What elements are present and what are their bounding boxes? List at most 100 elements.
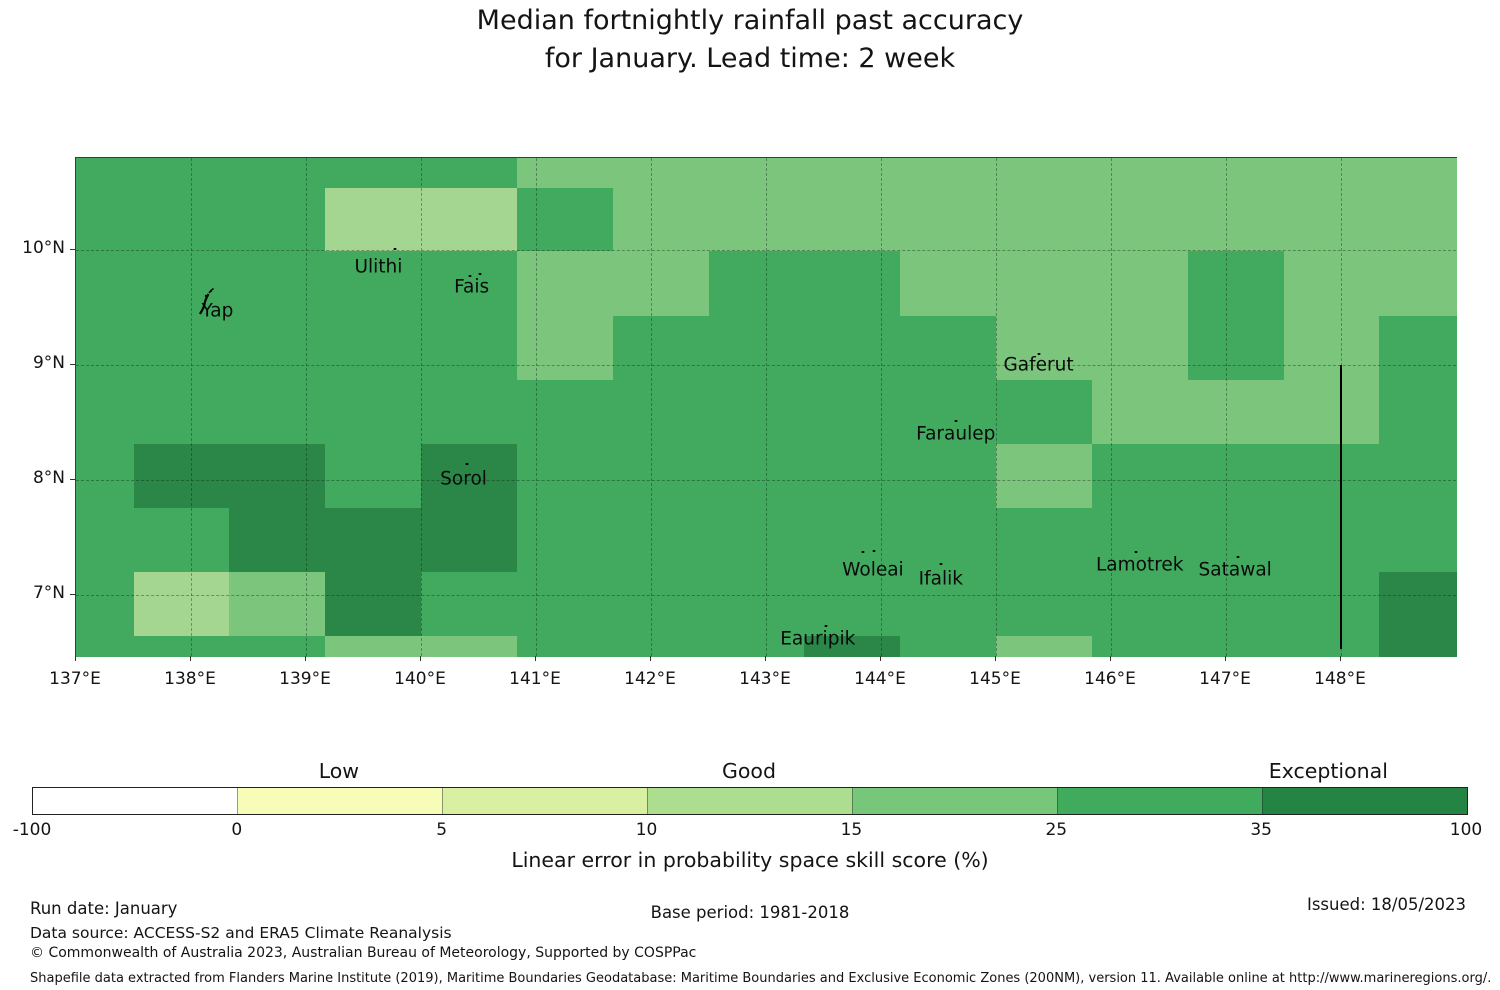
grid-cell [1187, 158, 1285, 189]
longitude-gridline [1226, 158, 1227, 656]
run-date-text: Run date: January [30, 899, 178, 918]
colorbar-segment [852, 788, 1057, 814]
island-label-ifalik: Ifalik [918, 568, 963, 590]
island-label-gaferut: Gaferut [1003, 354, 1074, 376]
grid-cell [804, 636, 901, 657]
grid-cell [804, 315, 901, 381]
x-tick-mark [75, 656, 76, 661]
grid-cell [1091, 636, 1189, 657]
x-tick-mark [1340, 656, 1341, 661]
x-tick-label: 147°E [1199, 669, 1251, 689]
island-label-woleai: Woleai [842, 559, 904, 581]
grid-cell [612, 251, 710, 317]
grid-cell [76, 636, 135, 657]
colorbar-tick-label: 35 [1250, 820, 1272, 840]
x-tick-label: 144°E [854, 669, 906, 689]
grid-cell [612, 507, 710, 573]
y-tick-label: 7°N [32, 583, 65, 604]
grid-cell [76, 444, 135, 509]
grid-cell [229, 187, 326, 252]
shapefile-attribution-text: Shapefile data extracted from Flanders M… [30, 971, 1492, 986]
grid-cell [708, 187, 805, 252]
grid-cell [804, 379, 901, 446]
colorbar-segment [237, 788, 442, 814]
grid-cell [708, 572, 805, 638]
x-tick-mark [1110, 656, 1111, 661]
grid-cell [1187, 636, 1285, 657]
x-tick-mark [305, 656, 306, 661]
island-dot [468, 275, 472, 278]
island-dot [465, 462, 469, 465]
grid-cell [133, 572, 230, 638]
grid-cell [76, 379, 135, 446]
x-tick-mark [765, 656, 766, 661]
grid-cell [76, 507, 135, 573]
grid-cell [229, 315, 326, 381]
latitude-gridline [76, 250, 1456, 251]
x-tick-label: 139°E [279, 669, 331, 689]
longitude-gridline [651, 158, 652, 656]
colorbar [32, 787, 1468, 815]
island-dot [1236, 556, 1239, 559]
grid-cell [1091, 158, 1189, 189]
grid-cell [1091, 572, 1189, 638]
island-dot [1134, 551, 1138, 554]
latitude-gridline [76, 480, 1456, 482]
island-dot [478, 273, 482, 276]
x-tick-label: 138°E [164, 669, 216, 689]
grid-cell [516, 444, 614, 509]
grid-cell [708, 315, 805, 381]
grid-cell [708, 158, 805, 189]
y-tick-mark [70, 249, 75, 250]
grid-cell [1187, 315, 1285, 381]
x-tick-mark [880, 656, 881, 661]
colorbar-tick-label: 25 [1045, 820, 1068, 840]
grid-cell [1187, 572, 1285, 638]
y-tick-mark [70, 594, 75, 596]
grid-cell [900, 507, 997, 573]
grid-cell [325, 187, 422, 252]
grid-cell [900, 315, 997, 381]
grid-cell [804, 187, 901, 252]
grid-cell [804, 444, 901, 509]
grid-cell [325, 251, 422, 317]
x-tick-mark [1225, 656, 1226, 661]
island-label-sorol: Sorol [440, 468, 487, 490]
grid-cell [76, 251, 135, 317]
latitude-gridline [76, 595, 1456, 597]
grid-cell [996, 251, 1093, 317]
grid-cell [996, 636, 1093, 657]
grid-cell [1283, 251, 1380, 317]
longitude-gridline [881, 158, 882, 656]
island-dot [939, 562, 943, 565]
grid-cell [612, 572, 710, 638]
longitude-gridline [1111, 158, 1112, 656]
island-dot [861, 551, 865, 554]
grid-cell [1091, 379, 1189, 446]
longitude-gridline [996, 158, 997, 656]
grid-cell [229, 444, 326, 509]
grid-cell [1379, 315, 1457, 381]
grid-cell [516, 379, 614, 446]
grid-cell [708, 444, 805, 509]
grid-cell [1283, 315, 1380, 381]
eez-boundary-line [1340, 365, 1342, 650]
grid-cell [1187, 444, 1285, 509]
grid-cell [229, 572, 326, 638]
skill-score-map: Yap Ulithi Fais Sorol Gaferut Faraulep Woleai I… [75, 157, 1457, 657]
grid-cell [1283, 187, 1380, 252]
x-tick-label: 141°E [509, 669, 561, 689]
grid-cell [325, 444, 422, 509]
grid-cell [133, 636, 230, 657]
grid-cell [516, 636, 614, 657]
grid-cell [133, 315, 230, 381]
grid-cell [1379, 379, 1457, 446]
grid-cell [708, 507, 805, 573]
grid-cell [133, 507, 230, 573]
y-tick-mark [70, 364, 75, 366]
grid-cell [804, 507, 901, 573]
grid-cell [804, 251, 901, 317]
grid-cell [804, 572, 901, 638]
longitude-gridline [766, 158, 767, 656]
